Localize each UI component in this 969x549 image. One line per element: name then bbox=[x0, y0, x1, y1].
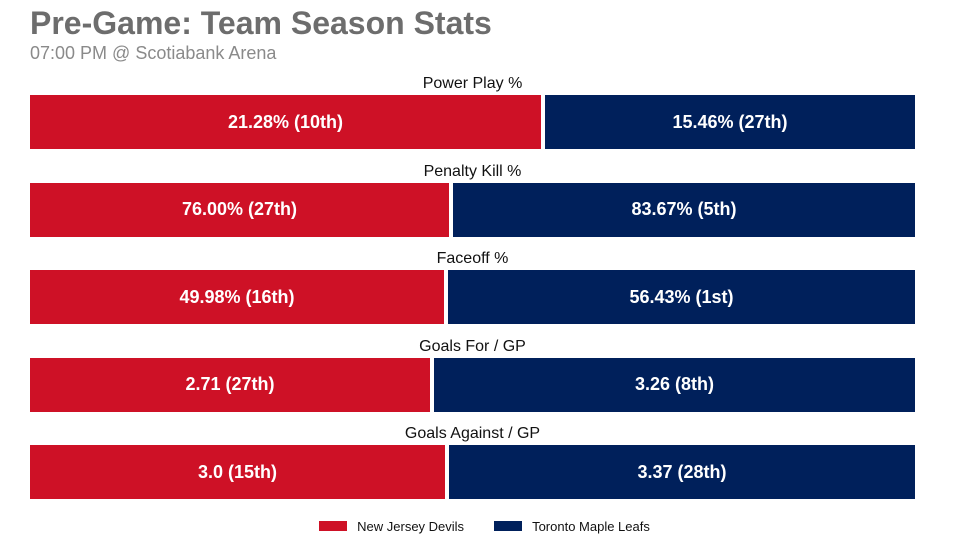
bar-toronto-maple-leafs: 3.37 (28th) bbox=[449, 445, 915, 499]
legend-swatch bbox=[494, 521, 523, 531]
legend-label: Toronto Maple Leafs bbox=[532, 518, 650, 534]
metric-label: Goals Against / GP bbox=[404, 425, 541, 442]
metric-row: Power Play % 21.28% (10th) 15.46% (27th) bbox=[30, 74, 915, 154]
legend-swatch bbox=[319, 521, 348, 531]
chart-subtitle: 07:00 PM @ Scotiabank Arena bbox=[30, 43, 277, 63]
metric-label: Goals For / GP bbox=[419, 337, 526, 355]
chart-legend: New Jersey Devils Toronto Maple Leafs bbox=[0, 517, 969, 535]
bar-new-jersey-devils: 3.0 (15th) bbox=[30, 445, 445, 499]
metric-row: Goals Against / GP 3.0 (15th) 3.37 (28th) bbox=[30, 424, 915, 504]
bar-toronto-maple-leafs: 56.43% (1st) bbox=[448, 270, 915, 324]
chart-title: Pre-Game: Team Season Stats bbox=[30, 5, 492, 41]
bar-toronto-maple-leafs: 83.67% (5th) bbox=[453, 182, 915, 237]
bar-new-jersey-devils: 21.28% (10th) bbox=[30, 95, 541, 149]
legend-item: Toronto Maple Leafs bbox=[494, 519, 650, 534]
metric-row: Faceoff % 49.98% (16th) 56.43% (1st) bbox=[30, 249, 915, 329]
metric-row: Penalty Kill % 76.00% (27th) 83.67% (5th) bbox=[30, 162, 915, 242]
metric-label: Faceoff % bbox=[436, 250, 509, 267]
legend-label: New Jersey Devils bbox=[357, 518, 465, 534]
bar-new-jersey-devils: 49.98% (16th) bbox=[30, 270, 444, 324]
legend-item: New Jersey Devils bbox=[319, 519, 464, 534]
metric-label: Penalty Kill % bbox=[423, 162, 522, 180]
bar-new-jersey-devils: 2.71 (27th) bbox=[30, 357, 430, 412]
bar-new-jersey-devils: 76.00% (27th) bbox=[30, 182, 449, 237]
stat-comparison-chart: Power Play % 21.28% (10th) 15.46% (27th) Pe… bbox=[30, 74, 915, 502]
bar-toronto-maple-leafs: 3.26 (8th) bbox=[434, 357, 915, 412]
metric-row: Goals For / GP 2.71 (27th) 3.26 (8th) bbox=[30, 337, 915, 417]
metric-label: Power Play % bbox=[422, 75, 523, 92]
bar-toronto-maple-leafs: 15.46% (27th) bbox=[545, 95, 915, 149]
